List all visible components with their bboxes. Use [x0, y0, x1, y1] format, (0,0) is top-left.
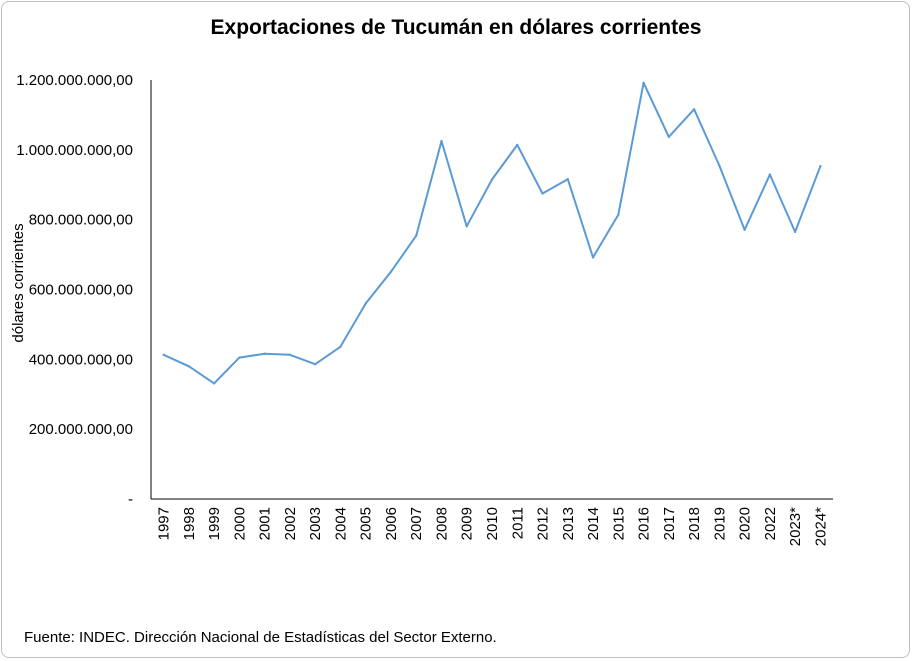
data-point [793, 230, 797, 234]
x-tick-label: 2001 [257, 507, 274, 540]
x-tick-label: 2019 [711, 507, 728, 540]
y-axis-ticks: - 200.000.000,00 400.000.000,00 600.000.000… [16, 72, 133, 508]
x-tick-label: 2015 [610, 507, 627, 540]
x-tick-label: 2003 [307, 507, 324, 540]
x-tick-label: 2007 [408, 507, 425, 540]
series-points [162, 81, 822, 385]
x-tick-label: 2024* [812, 507, 829, 546]
x-tick-label: 2014 [585, 507, 602, 540]
data-point [692, 108, 696, 111]
x-tick-label: 2023* [787, 507, 804, 546]
y-tick-label: 600.000.000,00 [29, 282, 133, 299]
y-tick-label: 200.000.000,00 [29, 421, 133, 438]
data-point [339, 345, 342, 348]
data-point [617, 213, 620, 216]
data-point [718, 164, 721, 167]
data-point [642, 81, 645, 84]
data-point [238, 356, 241, 359]
x-tick-label: 2011 [509, 507, 526, 539]
x-tick-label: 2022 [762, 507, 779, 540]
data-point [187, 365, 191, 368]
chart-title: Exportaciones de Tucumán en dólares corr… [211, 16, 702, 39]
x-axis-ticks: 1997 1998 1999 2000 2001 2002 2003 2004 2005 2006… [156, 507, 830, 546]
data-point [288, 353, 292, 356]
x-tick-label: 2010 [484, 507, 501, 540]
data-point [313, 363, 317, 366]
data-point [566, 177, 569, 181]
data-point [440, 139, 443, 143]
data-point [819, 165, 822, 168]
data-point [263, 352, 266, 355]
data-point [516, 143, 519, 147]
y-tick-label: 800.000.000,00 [29, 212, 133, 229]
x-tick-label: 2009 [459, 507, 476, 540]
x-tick-label: 2013 [560, 507, 577, 540]
y-tick-label: 1.000.000.000,00 [16, 142, 133, 159]
data-point [591, 256, 595, 259]
data-point [364, 302, 367, 305]
x-tick-label: 2017 [661, 507, 678, 540]
data-point [212, 382, 216, 385]
data-point [743, 228, 746, 231]
y-tick-label: - [128, 491, 133, 508]
x-tick-label: 2012 [535, 507, 552, 540]
y-tick-label: 400.000.000,00 [29, 351, 133, 368]
data-point [768, 173, 772, 176]
y-tick-label: 1.200.000.000,00 [16, 72, 133, 89]
data-point [490, 178, 494, 181]
data-point [667, 135, 671, 139]
data-point [162, 353, 165, 356]
x-tick-label: 2002 [282, 507, 299, 540]
data-point [465, 225, 468, 228]
x-tick-label: 2018 [686, 507, 703, 540]
y-axis-label: dólares corrientes [10, 223, 27, 342]
x-tick-label: 1998 [181, 507, 198, 540]
series-line-exportaciones [163, 81, 822, 385]
x-tick-label: 2004 [332, 507, 349, 540]
x-tick-label: 2000 [231, 507, 248, 540]
data-point [415, 234, 418, 237]
x-tick-label: 2005 [358, 507, 375, 540]
data-point [389, 270, 393, 273]
x-tick-label: 1999 [206, 507, 223, 540]
x-tick-label: 2020 [737, 507, 754, 540]
x-tick-label: 2008 [433, 507, 450, 540]
x-tick-label: 2016 [636, 507, 653, 540]
x-tick-label: 1997 [156, 507, 173, 540]
data-point [541, 192, 544, 195]
source-note: Fuente: INDEC. Dirección Nacional de Est… [24, 629, 497, 646]
x-tick-label: 2006 [383, 507, 400, 540]
